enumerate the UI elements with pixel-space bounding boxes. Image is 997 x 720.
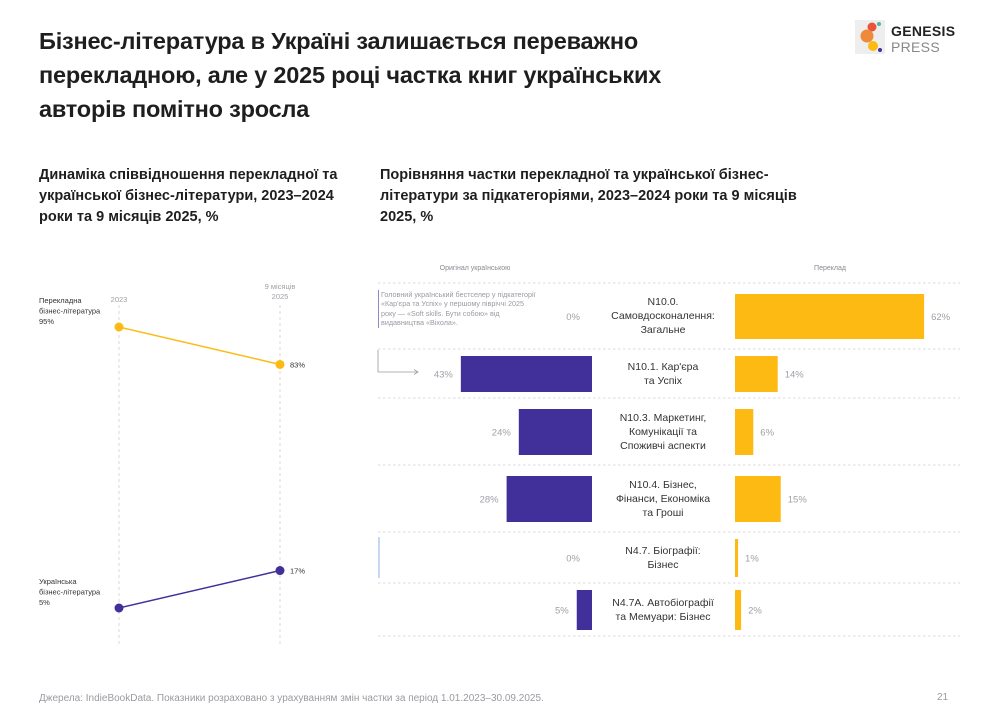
bar-value-label: 62% bbox=[931, 312, 951, 323]
category-label-line: та Мемуари: Бізнес bbox=[615, 610, 711, 623]
bar-translated bbox=[735, 294, 925, 339]
series-label: Перекладна bbox=[39, 296, 82, 305]
bar-value-label: 15% bbox=[788, 495, 808, 506]
bar-value-label: 0% bbox=[566, 554, 580, 565]
bar-translated bbox=[735, 356, 778, 392]
genesis-logo-icon bbox=[855, 20, 885, 54]
annotation-arrow-icon bbox=[377, 350, 419, 375]
series-label: Українська bbox=[39, 577, 77, 586]
series-label: бізнес-література bbox=[39, 307, 101, 316]
data-point bbox=[114, 603, 124, 613]
bar-value-label: 24% bbox=[492, 428, 512, 439]
category-label: N10.0. Самовдосконалення: Загальне bbox=[598, 295, 728, 337]
x-tick-label: 9 місяців bbox=[265, 282, 296, 291]
bar-value-label: 43% bbox=[434, 370, 454, 381]
bar-value-label: 1% bbox=[745, 554, 759, 565]
bar-value-label: 14% bbox=[785, 370, 805, 381]
bar-translated bbox=[735, 590, 742, 630]
source-note: Джерела: IndieBookData. Показники розрах… bbox=[39, 693, 544, 704]
bar-ukrainian bbox=[576, 590, 592, 630]
bar-value-label: 5% bbox=[555, 606, 569, 617]
category-label-line: Загальне bbox=[640, 324, 686, 336]
bar-translated bbox=[735, 476, 781, 522]
data-point bbox=[275, 359, 285, 369]
bar-ukrainian bbox=[518, 409, 592, 455]
category-label: N4.7. Біографії: Бізнес bbox=[598, 544, 728, 572]
bestseller-annotation: Головний український бестселер у підкате… bbox=[378, 290, 538, 328]
data-point bbox=[114, 322, 124, 332]
data-label: 95% bbox=[39, 317, 54, 326]
bar-ukrainian bbox=[506, 476, 592, 522]
category-label-line: та Успіх bbox=[644, 374, 682, 387]
category-label-line: Споживчі аспекти bbox=[620, 439, 706, 452]
category-label: N4.7A. Автобіографії та Мемуари: Бізнес bbox=[598, 596, 728, 624]
bar-value-label: 6% bbox=[760, 428, 774, 439]
series-label: бізнес-література bbox=[39, 588, 101, 597]
logo-text-press: PRESS bbox=[891, 39, 940, 55]
data-label: 17% bbox=[290, 567, 305, 576]
logo: GENESIS PRESS bbox=[855, 20, 985, 60]
data-point bbox=[275, 566, 285, 576]
category-label: N10.4. Бізнес, Фінанси, Економіка та Гроші bbox=[598, 478, 728, 520]
page-title: Бізнес-література в Україні залишається … bbox=[39, 28, 662, 122]
series-line bbox=[118, 569, 281, 609]
category-label-line: N10.4. Бізнес, bbox=[629, 478, 697, 491]
bar-ukrainian bbox=[460, 356, 592, 392]
left-column-header: Оригінал українською bbox=[440, 264, 511, 272]
category-label-line: N10.1. Кар'єра bbox=[627, 360, 699, 373]
bar-value-label: 28% bbox=[480, 495, 500, 506]
category-label-line: Фінанси, Економіка bbox=[615, 492, 711, 505]
category-label: N10.1. Кар'єра та Успіх bbox=[598, 360, 728, 388]
category-label-line: N4.7. Біографії: bbox=[625, 544, 701, 557]
category-label-line: N10.0. bbox=[647, 296, 679, 308]
bar-translated bbox=[735, 539, 739, 577]
right-column-header: Переклад bbox=[814, 265, 846, 272]
series-line bbox=[118, 326, 281, 366]
data-label: 83% bbox=[290, 360, 305, 369]
page-number: 21 bbox=[937, 692, 949, 703]
line-chart-title: Динаміка співвідношення перекладної та у… bbox=[39, 167, 338, 225]
category-label-line: Бізнес bbox=[647, 558, 679, 571]
diverging-bar-chart: Оригінал українською Переклад 0% 62% 43% 14% 2… bbox=[378, 264, 960, 637]
bar-chart-title: Порівняння частки перекладної та українс… bbox=[380, 167, 797, 225]
logo-text-genesis: GENESIS bbox=[891, 23, 956, 39]
data-label: 5% bbox=[39, 598, 50, 607]
bar-translated bbox=[735, 409, 754, 455]
x-tick-label: 2025 bbox=[272, 292, 289, 301]
category-label: N10.3. Маркетинг, Комунікації та Споживчі … bbox=[598, 411, 728, 453]
category-label-line: Самовдосконалення: bbox=[611, 310, 715, 322]
bar-value-label: 0% bbox=[566, 312, 580, 323]
category-label-line: Комунікації та bbox=[628, 425, 698, 438]
category-label-line: N10.3. Маркетинг, bbox=[619, 411, 707, 424]
bar-value-label: 2% bbox=[748, 606, 762, 617]
x-tick-label: 2023 bbox=[111, 295, 128, 304]
category-label-line: та Гроші bbox=[642, 506, 684, 519]
category-label-line: N4.7A. Автобіографії bbox=[612, 596, 714, 609]
